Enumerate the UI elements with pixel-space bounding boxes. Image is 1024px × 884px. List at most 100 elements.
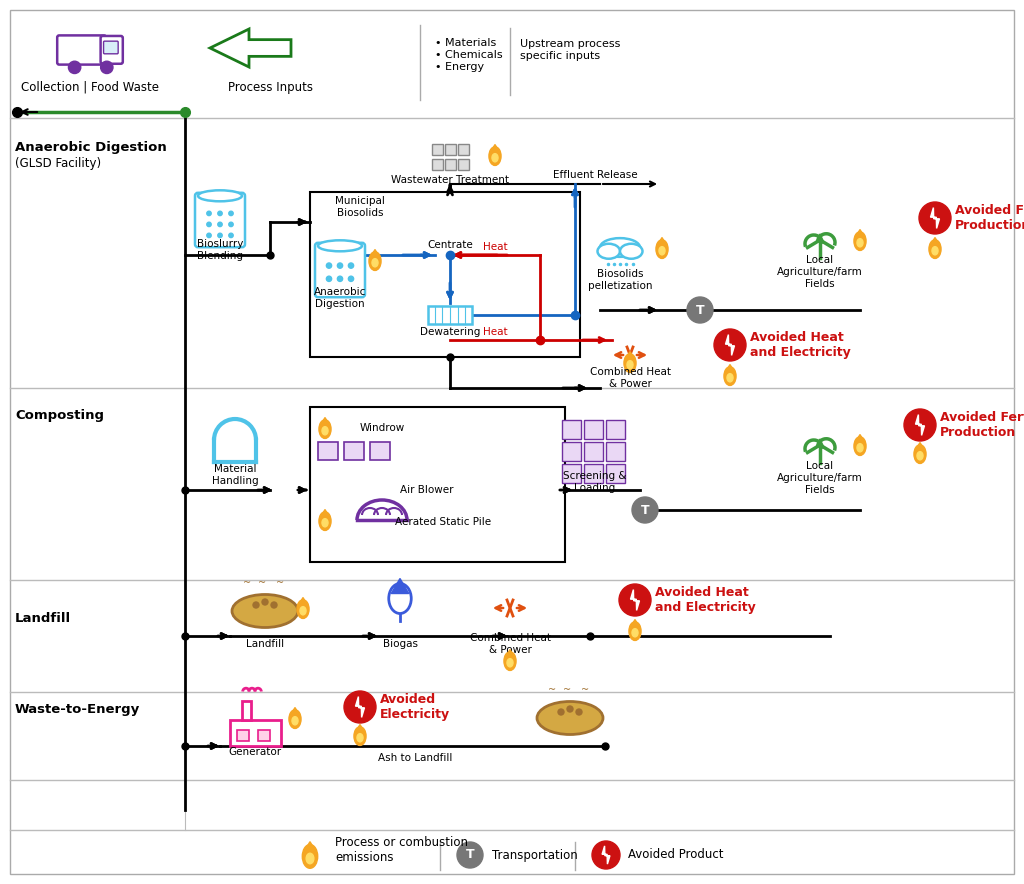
Text: Ash to Landfill: Ash to Landfill [378,753,453,763]
Bar [606,464,625,483]
Text: ~: ~ [548,684,556,695]
Polygon shape [855,230,865,239]
Circle shape [271,602,278,608]
Ellipse shape [600,238,640,257]
Text: T: T [695,303,705,316]
Text: Wastewater Treatment: Wastewater Treatment [391,175,509,185]
Text: Air Blower: Air Blower [400,485,454,495]
Polygon shape [625,352,635,361]
Bar [432,144,442,156]
Ellipse shape [597,244,620,259]
Polygon shape [370,249,380,258]
Text: Composting: Composting [15,408,104,422]
Text: Avoided Fertilizer
Production: Avoided Fertilizer Production [940,411,1024,439]
Text: Process Inputs: Process Inputs [227,80,312,94]
Ellipse shape [354,727,366,745]
Polygon shape [602,846,610,864]
Ellipse shape [300,606,306,615]
Circle shape [687,297,713,323]
Bar [459,159,469,170]
Text: Avoided Fertilizer
Production: Avoided Fertilizer Production [955,204,1024,232]
Polygon shape [855,435,865,444]
Ellipse shape [357,734,364,742]
Text: Local
Agriculture/farm
Fields: Local Agriculture/farm Fields [777,461,863,495]
Text: Transportation: Transportation [492,849,578,862]
Ellipse shape [507,659,513,667]
Polygon shape [930,238,940,247]
Text: (GLSD Facility): (GLSD Facility) [15,156,101,170]
Polygon shape [656,238,668,247]
Ellipse shape [306,853,313,864]
Circle shape [558,709,564,715]
Circle shape [344,691,376,723]
Ellipse shape [504,652,516,670]
Ellipse shape [854,437,866,455]
Circle shape [207,222,211,226]
Text: Biosolids
pelletization: Biosolids pelletization [588,270,652,291]
Bar [584,464,603,483]
Ellipse shape [322,427,328,435]
Bar [258,729,270,741]
Ellipse shape [318,240,362,251]
Circle shape [207,233,211,238]
Text: Process or combustion
emissions: Process or combustion emissions [335,836,468,864]
Ellipse shape [624,354,636,372]
Circle shape [457,842,483,868]
Text: Upstream process
specific inputs: Upstream process specific inputs [520,39,621,61]
Text: T: T [466,849,474,862]
Circle shape [218,222,222,226]
Bar [606,420,625,439]
Circle shape [575,709,582,715]
Text: Anaerobic
Digestion: Anaerobic Digestion [313,287,367,309]
Polygon shape [914,443,926,452]
Ellipse shape [916,452,923,460]
Text: Avoided Heat
and Electricity: Avoided Heat and Electricity [750,331,851,359]
Text: Avoided
Electricity: Avoided Electricity [380,693,451,721]
Bar [584,420,603,439]
Text: Generator: Generator [228,747,282,757]
Polygon shape [489,145,501,153]
Ellipse shape [727,374,733,382]
Ellipse shape [724,367,736,385]
Text: ~: ~ [243,577,251,588]
Ellipse shape [322,519,328,527]
Text: Effluent Release: Effluent Release [553,170,637,180]
Polygon shape [303,842,316,853]
Text: Landfill: Landfill [15,612,71,624]
Polygon shape [725,364,735,373]
Text: Heat: Heat [482,242,507,252]
Ellipse shape [389,583,412,613]
Circle shape [218,233,222,238]
Bar [318,442,338,460]
Polygon shape [505,650,515,659]
Ellipse shape [232,595,298,628]
Ellipse shape [656,240,668,258]
Circle shape [218,211,222,216]
Circle shape [228,211,233,216]
Ellipse shape [929,240,941,258]
Ellipse shape [857,444,863,452]
Bar [370,442,390,460]
Bar [344,442,364,460]
FancyBboxPatch shape [103,42,118,54]
Bar [562,420,581,439]
Ellipse shape [857,239,863,247]
Text: Dewatering: Dewatering [420,327,480,337]
Polygon shape [355,697,365,718]
Bar [459,144,469,156]
FancyBboxPatch shape [57,35,106,65]
Text: ~: ~ [258,577,266,588]
Text: ~: ~ [581,684,589,695]
Ellipse shape [627,361,633,369]
Circle shape [253,602,259,608]
Bar [242,700,251,720]
Bar [432,159,442,170]
Ellipse shape [492,154,498,162]
Circle shape [327,263,332,268]
Bar [310,407,565,562]
Bar [562,442,581,461]
Text: Heat: Heat [482,327,507,337]
Text: Windrow: Windrow [360,423,406,433]
Text: Landfill: Landfill [246,639,284,649]
Ellipse shape [629,621,641,640]
